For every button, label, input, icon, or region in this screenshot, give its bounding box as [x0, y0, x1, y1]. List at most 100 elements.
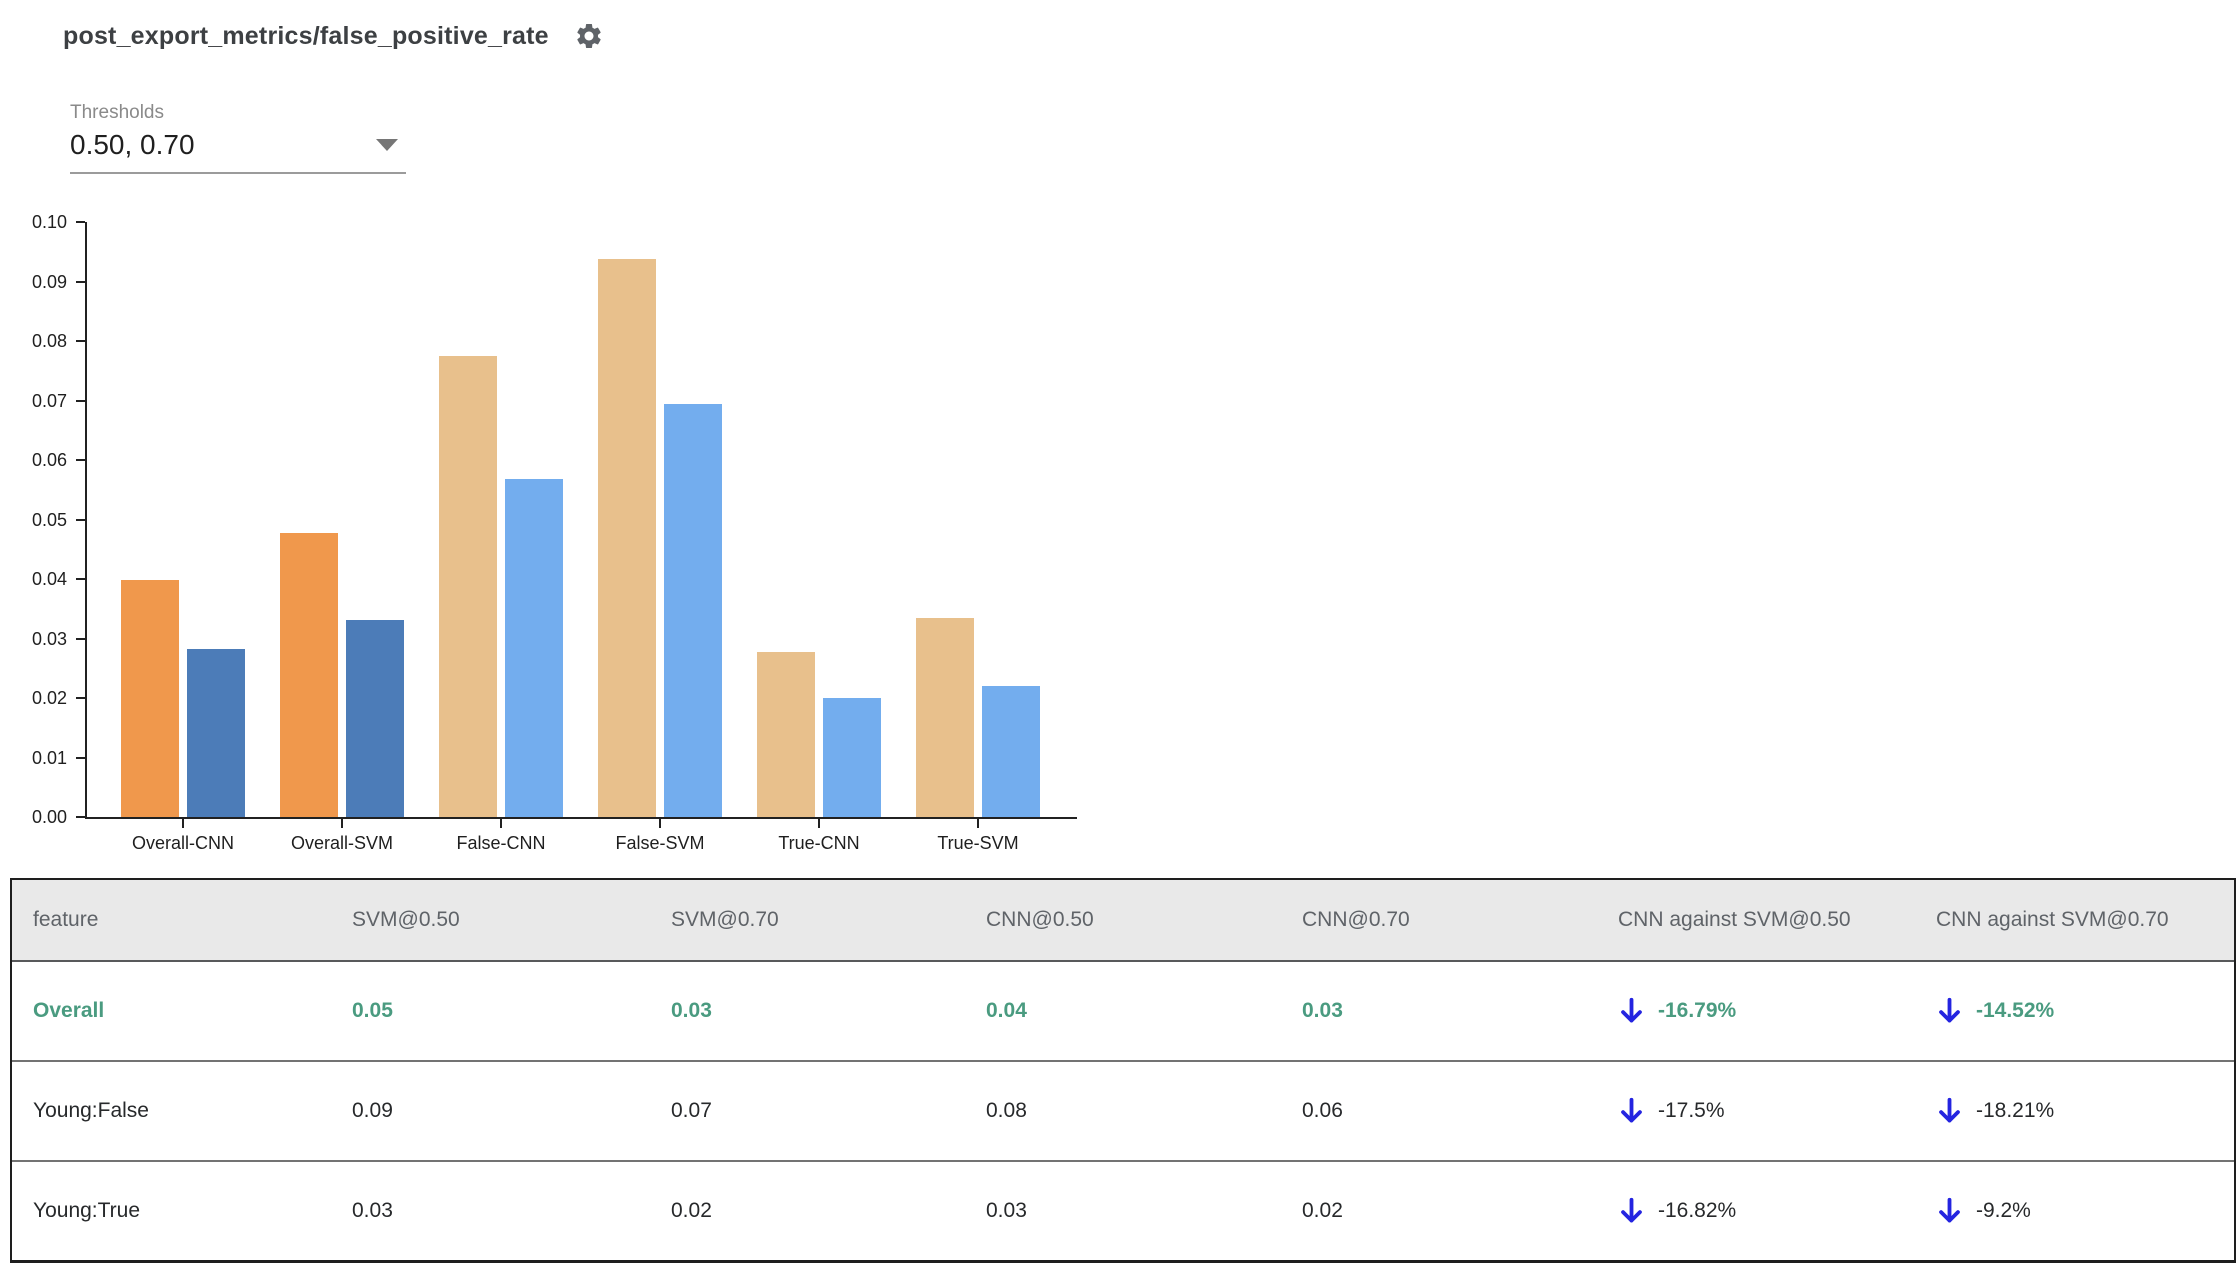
bar[interactable]	[916, 617, 974, 817]
comparison-percent: -18.21%	[1976, 1099, 2055, 1122]
y-tick-mark	[76, 637, 85, 640]
metric-value-cell: 0.05	[352, 999, 393, 1022]
y-tick-label: 0.08	[31, 331, 67, 351]
feature-cell: Young:False	[33, 1099, 149, 1122]
arrow-down-icon	[1621, 1197, 1642, 1223]
x-axis-category-label: False-SVM	[615, 833, 705, 853]
table-header-cell[interactable]: feature	[33, 908, 99, 931]
y-tick-label: 0.01	[31, 747, 67, 768]
y-tick-label: 0.05	[31, 509, 67, 530]
metric-title: post_export_metrics/false_positive_rate	[63, 21, 549, 50]
comparison-cell: -16.79%	[1618, 996, 1936, 1026]
bar[interactable]	[439, 355, 497, 817]
panel-header: post_export_metrics/false_positive_rate	[63, 20, 605, 52]
x-tick-mark	[182, 819, 184, 828]
y-tick-label: 0.06	[31, 450, 67, 470]
y-tick-mark	[76, 459, 85, 461]
table-header-cell[interactable]: CNN against SVM@0.50	[1618, 908, 1851, 931]
metric-value-cell: 0.08	[986, 1099, 1027, 1122]
feature-cell: Overall	[33, 999, 105, 1022]
arrow-down-icon	[1621, 1097, 1642, 1123]
x-tick-mark	[341, 819, 343, 828]
arrow-down-icon	[1939, 1197, 1960, 1223]
bar[interactable]	[757, 651, 815, 817]
chart-plot: 0.00 0.01 0.02 0.03 0.04 0.05 0.06 0.07 0.08 0.09…	[32, 212, 1077, 853]
table-header-row: feature SVM@0.50 SVM@0.70 CNN@0.50 CNN@0.70 C…	[12, 880, 2234, 962]
bar[interactable]	[505, 479, 563, 817]
x-axis-category-label: True-CNN	[778, 833, 860, 853]
thresholds-value: 0.50, 0.70	[70, 129, 195, 160]
y-tick-label: 0.02	[31, 688, 67, 708]
metric-value-cell: 0.04	[986, 999, 1027, 1022]
thresholds-label: Thresholds	[70, 102, 164, 123]
table-header-cell[interactable]: SVM@0.70	[671, 908, 779, 931]
y-tick-label: 0.09	[31, 271, 67, 292]
y-tick-mark	[76, 518, 85, 521]
metrics-table: feature SVM@0.50 SVM@0.70 CNN@0.50 CNN@0.70 C…	[10, 878, 2236, 1263]
bar-chart: 0.00 0.01 0.02 0.03 0.04 0.05 0.06 0.07 0.08 0.09…	[32, 212, 1077, 853]
comparison-percent: -17.5%	[1658, 1099, 1725, 1122]
metric-value-cell: 0.06	[1302, 1099, 1343, 1122]
x-tick-mark	[500, 819, 502, 828]
arrow-down-icon	[1939, 1097, 1960, 1123]
y-tick-mark	[76, 756, 85, 759]
metric-value-cell: 0.07	[671, 1099, 712, 1122]
bar[interactable]	[598, 258, 656, 817]
metric-value-cell: 0.03	[986, 1199, 1027, 1222]
table-header-cell[interactable]: CNN@0.50	[986, 908, 1094, 931]
metric-value-cell: 0.02	[1302, 1199, 1343, 1222]
bar[interactable]	[121, 580, 179, 817]
metric-value-cell: 0.03	[671, 999, 712, 1022]
table-header-cell[interactable]: CNN@0.70	[1302, 908, 1410, 931]
arrow-down-icon	[1939, 997, 1960, 1023]
y-tick-mark	[76, 221, 85, 223]
x-tick-mark	[977, 819, 979, 828]
y-tick-mark	[76, 399, 85, 402]
comparison-percent: -16.79%	[1658, 999, 1737, 1022]
metric-value-cell: 0.03	[1302, 999, 1343, 1022]
thresholds-select[interactable]: Thresholds 0.50, 0.70	[70, 102, 406, 174]
bar[interactable]	[982, 686, 1040, 817]
x-axis-category-label: Overall-CNN	[131, 833, 235, 853]
bar[interactable]	[664, 403, 722, 817]
comparison-cell: -9.2%	[1936, 1196, 2234, 1226]
bar[interactable]	[187, 648, 245, 817]
dropdown-arrow-icon	[376, 139, 398, 151]
comparison-cell: -16.82%	[1618, 1196, 1936, 1226]
x-tick-mark	[659, 819, 661, 828]
table-header-cell[interactable]: SVM@0.50	[352, 908, 460, 931]
y-tick-mark	[76, 340, 85, 342]
y-tick-mark	[76, 280, 85, 283]
x-axis-category-label: False-CNN	[456, 833, 546, 853]
x-axis-category-label: True-SVM	[937, 833, 1019, 853]
gear-icon	[577, 24, 601, 48]
y-tick-label: 0.10	[31, 212, 67, 232]
metric-value-cell: 0.02	[671, 1199, 712, 1222]
y-tick-label: 0.03	[31, 628, 67, 649]
comparison-cell: -17.5%	[1618, 1096, 1936, 1126]
comparison-cell: -14.52%	[1936, 996, 2234, 1026]
settings-gear-icon[interactable]	[573, 20, 605, 52]
table-body: Overall 0.05 0.03 0.04 0.03 -16.79% -14.52% You…	[12, 962, 2234, 1260]
comparison-cell: -18.21%	[1936, 1096, 2234, 1126]
table-header-cell[interactable]: CNN against SVM@0.70	[1936, 908, 2169, 931]
metric-value-cell: 0.09	[352, 1099, 393, 1122]
comparison-percent: -14.52%	[1976, 999, 2055, 1022]
table-row[interactable]: Young:True 0.03 0.02 0.03 0.02 -16.82% -9.2%	[12, 1160, 2234, 1260]
table-row[interactable]: Overall 0.05 0.03 0.04 0.03 -16.79% -14.52%	[12, 962, 2234, 1060]
y-tick-mark	[76, 816, 85, 818]
x-axis-category-label: Overall-SVM	[290, 833, 394, 853]
y-tick-label: 0.00	[31, 807, 67, 827]
bar[interactable]	[346, 619, 404, 817]
y-tick-mark	[76, 697, 85, 699]
bar[interactable]	[823, 698, 881, 817]
arrow-down-icon	[1621, 997, 1642, 1023]
x-tick-mark	[818, 819, 820, 828]
bar[interactable]	[280, 532, 338, 817]
metric-value-cell: 0.03	[352, 1199, 393, 1222]
y-tick-label: 0.07	[31, 390, 67, 411]
table-row[interactable]: Young:False 0.09 0.07 0.08 0.06 -17.5% -18.21%	[12, 1060, 2234, 1160]
comparison-percent: -16.82%	[1658, 1199, 1737, 1222]
y-tick-mark	[76, 578, 85, 580]
feature-cell: Young:True	[33, 1199, 141, 1222]
